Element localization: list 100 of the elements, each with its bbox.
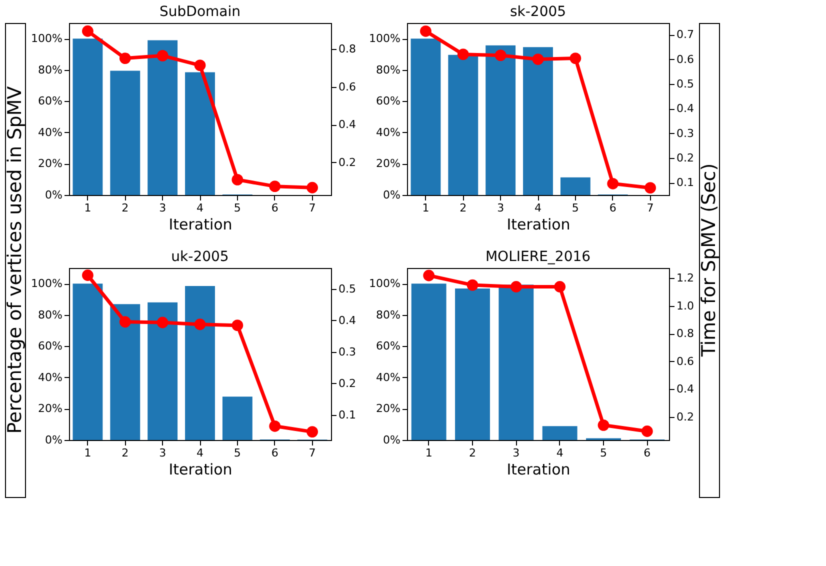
x-tick-label: 2 xyxy=(122,202,129,214)
bar xyxy=(72,38,103,195)
y2-tick-label: 0.4 xyxy=(676,382,694,396)
y-tick-label: 80% xyxy=(38,63,62,76)
y2-tick-label: 0.6 xyxy=(676,354,694,368)
y-tick-label: 20% xyxy=(38,157,62,170)
y-tick-label: 100% xyxy=(31,277,62,290)
point xyxy=(156,50,168,62)
bar xyxy=(455,288,490,440)
x-axis-title: Iteration xyxy=(506,216,570,234)
x-tick-label: 6 xyxy=(271,202,278,214)
point xyxy=(466,279,478,291)
x-axis-title: Iteration xyxy=(506,460,570,478)
bar xyxy=(542,426,578,440)
point xyxy=(598,419,610,431)
point xyxy=(494,50,506,62)
bar xyxy=(498,284,534,440)
y2-tick-label: 0.3 xyxy=(676,126,694,140)
y-tick-label: 60% xyxy=(38,94,62,108)
y-tick-label: 40% xyxy=(38,370,62,384)
bar xyxy=(410,38,441,195)
y2-tick-label: 0.4 xyxy=(676,102,694,116)
x-axis-title: Iteration xyxy=(168,460,232,478)
y2-tick-label: 0.4 xyxy=(338,118,356,132)
point xyxy=(269,180,281,192)
y2-tick-label: 0.2 xyxy=(338,376,356,390)
x-tick-label: 7 xyxy=(646,202,654,214)
y-tick-label: 40% xyxy=(38,126,62,139)
x-tick-label: 6 xyxy=(271,446,278,460)
bar xyxy=(148,302,178,440)
y-tick-label: 20% xyxy=(376,157,400,170)
y-tick-label: 80% xyxy=(376,63,400,76)
x-tick-label: 5 xyxy=(234,202,241,214)
y2-tick-label: 0.1 xyxy=(338,408,356,422)
point xyxy=(510,281,522,292)
y-tick-label: 60% xyxy=(376,94,400,108)
y-tick-label: 100% xyxy=(31,32,62,46)
point xyxy=(194,60,206,71)
y2-tick-label: 0.7 xyxy=(676,28,694,42)
bar xyxy=(110,70,140,195)
x-tick-label: 1 xyxy=(84,446,92,460)
bar xyxy=(110,304,140,440)
bar xyxy=(185,72,215,195)
point xyxy=(82,25,94,37)
y2-tick-label: 0.5 xyxy=(338,282,356,296)
y2-tick-label: 0.1 xyxy=(676,176,694,190)
y2-tick-label: 0.2 xyxy=(676,410,694,424)
chart-title: sk-2005 xyxy=(510,4,566,20)
y-tick-label: 20% xyxy=(376,402,400,416)
y2-tick-label: 0.6 xyxy=(676,52,694,66)
y2-tick-label: 0.6 xyxy=(338,80,356,94)
y2-tick-label: 0.2 xyxy=(338,156,356,169)
y-tick-label: 0% xyxy=(45,434,62,446)
x-tick-label: 3 xyxy=(159,446,166,460)
bar xyxy=(523,47,553,195)
y-tick-label: 0% xyxy=(45,188,62,202)
y-tick-label: 80% xyxy=(38,308,62,322)
x-tick-label: 5 xyxy=(234,446,241,460)
point xyxy=(306,426,318,438)
y2-tick-label: 1.2 xyxy=(676,272,694,285)
point xyxy=(420,25,432,37)
point xyxy=(194,318,206,330)
bar xyxy=(148,40,178,195)
x-tick-label: 7 xyxy=(308,202,316,214)
x-tick-label: 2 xyxy=(122,446,129,460)
bar xyxy=(560,177,590,195)
point xyxy=(423,270,435,282)
y-tick-label: 0% xyxy=(383,434,400,446)
point xyxy=(641,426,653,437)
x-tick-label: 6 xyxy=(644,446,651,460)
bar xyxy=(72,284,103,440)
x-tick-label: 3 xyxy=(512,446,520,460)
point xyxy=(554,281,566,292)
x-tick-label: 3 xyxy=(497,202,504,214)
chart-title: SubDomain xyxy=(160,4,240,20)
y-tick-label: 40% xyxy=(376,126,400,139)
x-tick-label: 1 xyxy=(422,202,430,214)
y-tick-label: 100% xyxy=(369,277,400,290)
bar xyxy=(222,396,252,440)
point xyxy=(156,316,168,328)
x-tick-label: 1 xyxy=(84,202,92,214)
y2-tick-label: 0.5 xyxy=(676,77,694,90)
y-tick-label: 60% xyxy=(376,340,400,353)
point xyxy=(119,316,131,328)
x-tick-label: 4 xyxy=(196,446,204,460)
y2-tick-label: 0.4 xyxy=(338,314,356,327)
x-axis-title: Iteration xyxy=(168,216,232,234)
x-tick-label: 4 xyxy=(196,202,204,214)
x-tick-label: 4 xyxy=(534,202,542,214)
chart-title: uk-2005 xyxy=(171,249,229,265)
y2-tick-label: 0.8 xyxy=(338,42,356,56)
bar xyxy=(486,45,516,195)
y-tick-label: 40% xyxy=(376,370,400,384)
point xyxy=(119,52,131,64)
chart-title: MOLIERE_2016 xyxy=(485,249,591,265)
x-tick-label: 6 xyxy=(609,202,616,214)
x-tick-label: 5 xyxy=(600,446,607,460)
point xyxy=(532,54,544,65)
y2-tick-label: 0.8 xyxy=(676,327,694,340)
x-tick-label: 2 xyxy=(460,202,467,214)
